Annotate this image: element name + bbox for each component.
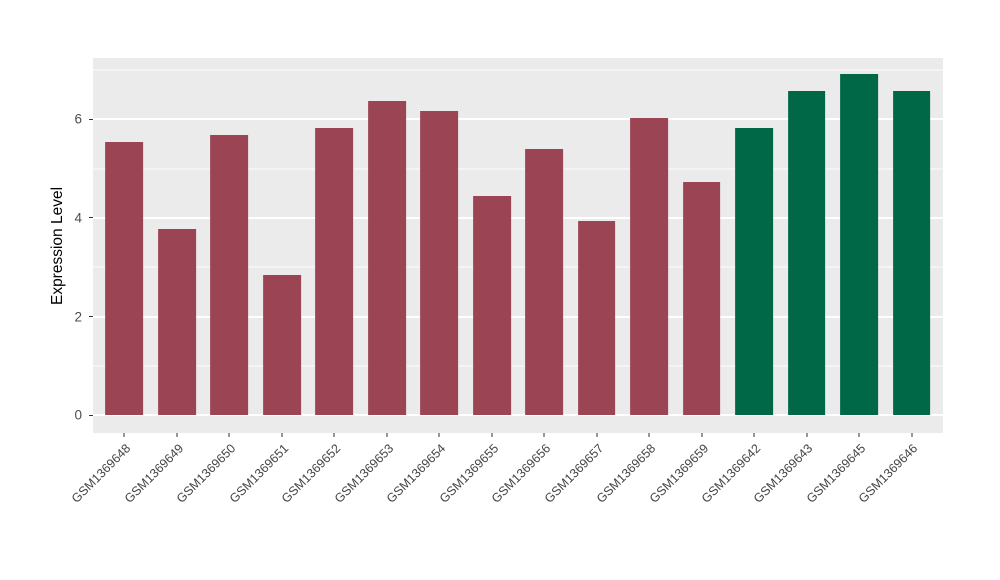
bar — [472, 196, 511, 416]
bar — [367, 100, 406, 416]
bar — [787, 91, 826, 416]
bar — [315, 128, 354, 416]
x-tick-mark — [333, 433, 335, 437]
y-tick-mark — [89, 316, 93, 318]
minor-gridline — [93, 69, 943, 71]
major-gridline — [93, 414, 943, 417]
plot-panel — [93, 58, 943, 433]
x-tick-mark — [701, 433, 703, 437]
major-gridline — [93, 315, 943, 318]
bar — [158, 229, 196, 416]
bar — [892, 91, 931, 416]
x-tick-mark — [491, 433, 493, 437]
x-tick-mark — [648, 433, 650, 437]
minor-gridline — [93, 168, 943, 170]
x-tick-mark — [281, 433, 283, 437]
bar — [735, 128, 773, 416]
y-axis: 0 2 4 6 — [0, 58, 93, 433]
y-tick-mark — [89, 118, 93, 120]
y-tick-label: 0 — [74, 407, 82, 423]
y-tick-label: 2 — [74, 308, 82, 324]
bar — [577, 220, 616, 416]
x-axis: GSM1369648 GSM1369649 GSM1369650 GSM1369651… — [69, 433, 943, 563]
bar — [525, 149, 564, 416]
bar — [105, 142, 144, 416]
x-tick-mark — [228, 433, 230, 437]
bar — [682, 182, 721, 416]
major-gridline — [93, 216, 943, 219]
x-tick-mark — [438, 433, 440, 437]
minor-gridline — [93, 365, 943, 367]
bar — [210, 135, 249, 416]
major-gridline — [93, 118, 943, 121]
x-tick-mark — [753, 433, 755, 437]
x-tick-mark — [806, 433, 808, 437]
x-tick-mark — [858, 433, 860, 437]
bar — [630, 118, 669, 416]
y-tick-mark — [89, 217, 93, 219]
bar — [420, 111, 459, 416]
bar — [262, 274, 301, 416]
x-tick-mark — [176, 433, 178, 437]
minor-gridline — [93, 266, 943, 268]
x-tick-mark — [543, 433, 545, 437]
y-tick-label: 6 — [74, 111, 82, 127]
x-tick-mark — [386, 433, 388, 437]
x-tick-mark — [911, 433, 913, 437]
bar — [840, 74, 878, 416]
x-tick-mark — [123, 433, 125, 437]
y-tick-label: 4 — [74, 210, 82, 226]
y-tick-mark — [89, 414, 93, 416]
x-tick-mark — [596, 433, 598, 437]
